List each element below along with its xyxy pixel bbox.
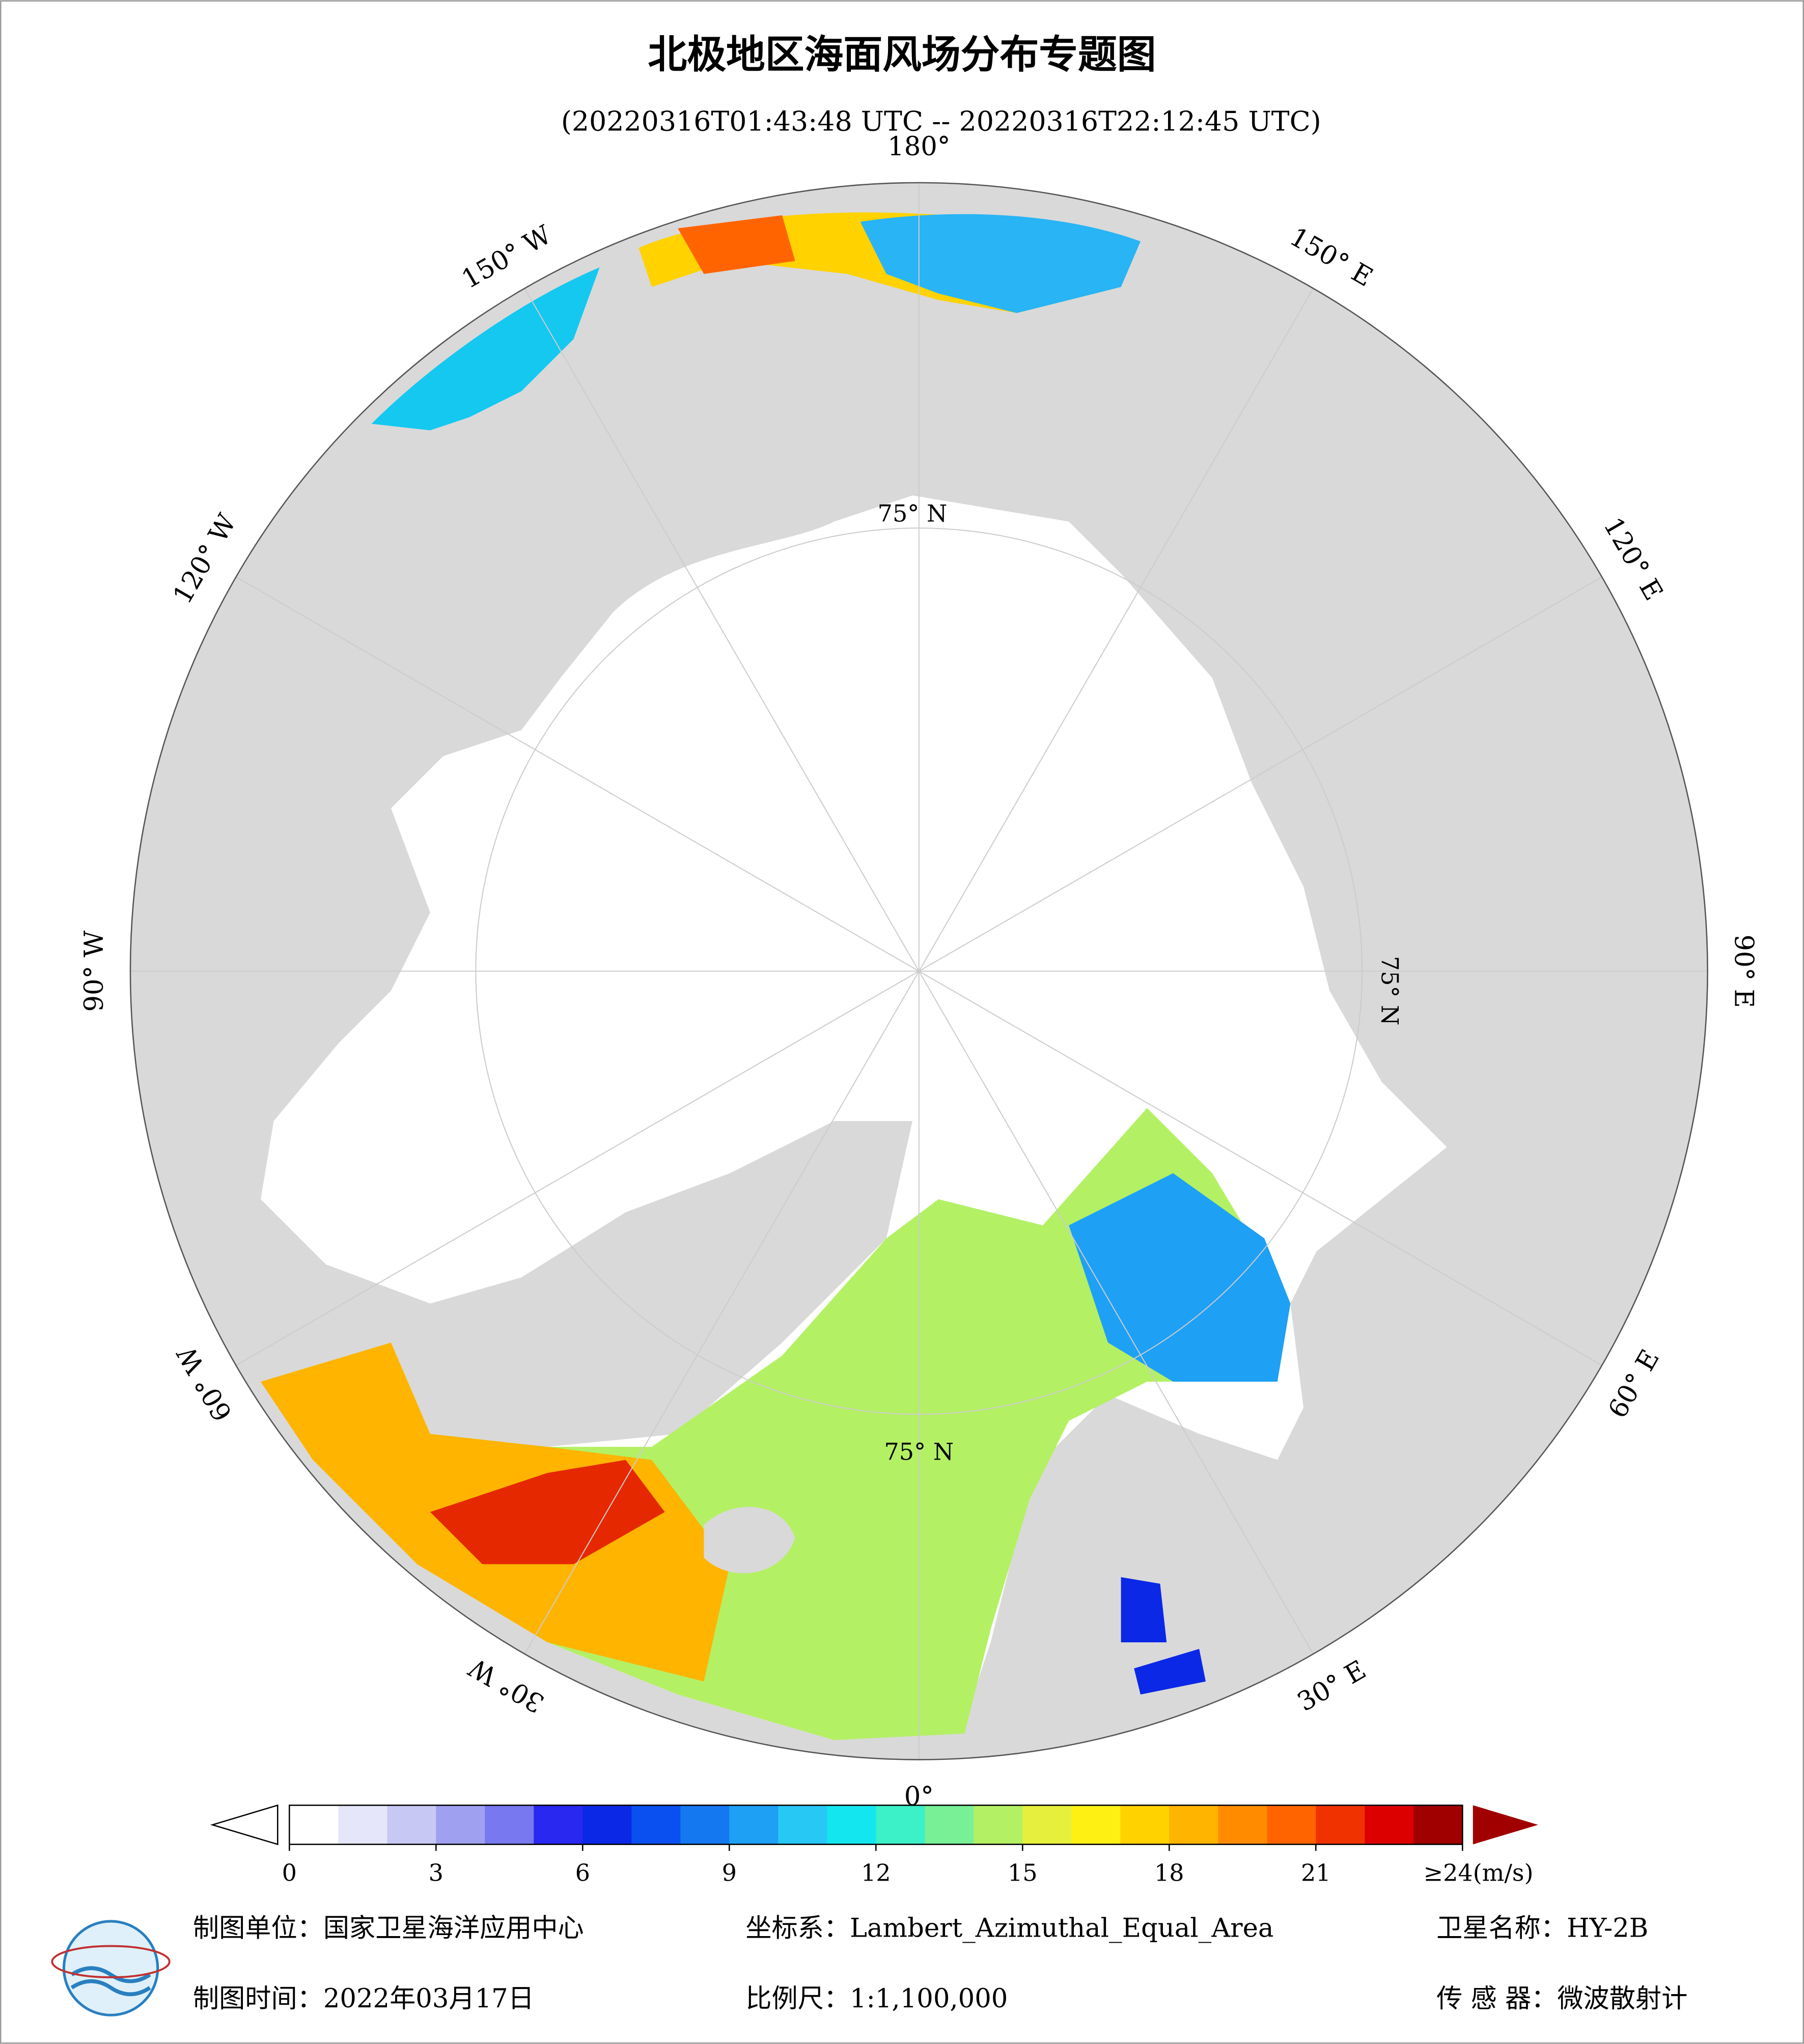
colorbar-cell [876,1805,926,1844]
colorbar-label: 3 [429,1859,443,1887]
colorbar-cell [974,1805,1023,1844]
logo-waves [70,1966,151,1997]
colorbar-cell [534,1805,584,1844]
colorbar-label: 0 [282,1859,297,1887]
footer-scale: 比例尺：1:1,100,000 [745,1983,1008,2014]
iceland [704,1506,795,1574]
colorbar-cell [338,1805,388,1844]
colorbar-label: 15 [1008,1859,1038,1887]
colorbar: 0 3 6 9 12 15 18 21 ≥24(m/s) [210,1804,1538,1887]
longitude-label: 180° [887,131,950,162]
colorbar-cell [680,1805,730,1844]
logo [51,1920,171,2017]
lat-label: 75° N [1376,956,1404,1026]
colorbar-cell [1365,1805,1414,1844]
colorbar-cell [1071,1805,1121,1844]
colorbar-cell [1267,1805,1317,1844]
colorbar-label: 18 [1154,1859,1184,1887]
meridian [235,576,920,972]
colorbar-label: 9 [722,1859,737,1887]
colorbar-label: 6 [575,1859,590,1887]
meridian [524,288,920,972]
longitude-label: 90° W [79,930,109,1012]
colorbar-label: 12 [861,1859,891,1887]
lat-label: 75° N [878,499,948,527]
meridian [524,971,920,1655]
meridian [919,970,1602,1366]
colorbar-cell [1218,1805,1268,1844]
colorbar-under [210,1804,279,1845]
colorbar-cell [631,1805,681,1844]
meridian [918,288,1314,972]
colorbar-cell [289,1805,339,1844]
wind-patch [678,215,795,274]
wind-patch [430,1460,665,1564]
footer-date: 制图时间：2022年03月17日 [193,1983,534,2014]
colorbar-cell [387,1805,437,1844]
meridian [918,971,1314,1655]
footer-coords: 坐标系：Lambert_Azimuthal_Equal_Area [745,1913,1273,1944]
longitude-label: 90° E [1728,934,1759,1007]
graticule [130,182,1708,1760]
title: 北极地区海面风场分布专题图 [648,32,1156,78]
wind-patch [860,214,1141,313]
subtitle: (20220316T01:43:48 UTC -- 20220316T22:12… [561,105,1321,137]
map-edge [129,182,1708,1760]
logo-circle [62,1920,159,2017]
colorbar-cell [1022,1805,1072,1844]
colorbar-cell [925,1805,975,1844]
colorbar-cell [778,1805,828,1844]
colorbar-cell [436,1805,486,1844]
colorbar-cell [1316,1805,1366,1844]
meridian [919,576,1602,972]
meridian [235,970,920,1366]
wind-patch [371,267,600,431]
colorbar-over [1473,1805,1538,1844]
logo-orbit [51,1945,171,1978]
colorbar-cell [485,1805,535,1844]
lat-label: 75° N [884,1438,954,1466]
footer-satellite: 卫星名称：HY-2B [1436,1913,1648,1944]
colorbar-cell [582,1805,632,1844]
colorbar-cell [1120,1805,1170,1844]
colorbar-cell [1169,1805,1219,1844]
wind-patch [1121,1577,1206,1695]
colorbar-cell [1413,1805,1463,1844]
colorbar-cell [827,1805,877,1844]
ocean [260,495,1447,1741]
colorbar-cell [729,1805,779,1844]
colorbar-label: ≥24(m/s) [1423,1859,1533,1887]
footer-unit: 制图单位：国家卫星海洋应用中心 [193,1913,584,1944]
colorbar-label: 21 [1301,1859,1331,1887]
footer-sensor: 传 感 器：微波散射计 [1436,1983,1687,2014]
wind-patch [1069,1173,1291,1382]
